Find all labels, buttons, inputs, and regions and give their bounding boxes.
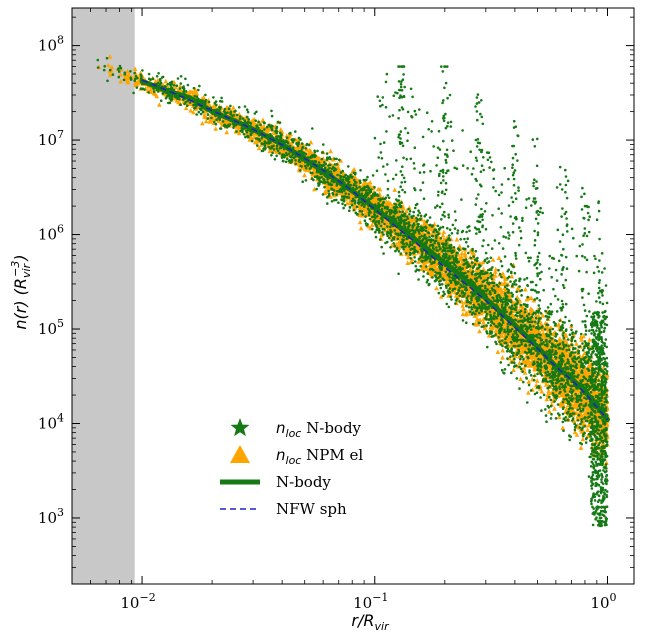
legend-entry: NFW sph bbox=[220, 500, 347, 518]
legend-label: nloc N-body bbox=[276, 419, 362, 440]
y-tick-label: 108 bbox=[38, 34, 64, 55]
series-lines-layer bbox=[139, 78, 610, 423]
y-tick-label: 104 bbox=[38, 411, 64, 432]
legend-triangle-marker bbox=[230, 445, 250, 463]
y-axis-label: n(r) (Rvir−3) bbox=[9, 254, 33, 329]
legend-entry: N-body bbox=[220, 473, 331, 491]
x-tick-label: 10−2 bbox=[120, 591, 155, 612]
y-tick-label: 107 bbox=[38, 128, 64, 149]
x-tick-label: 100 bbox=[590, 591, 616, 612]
shaded-region-layer bbox=[72, 8, 135, 584]
tick-labels-layer: 10−2 10−1 100 103 104 105 106 107 108 bbox=[38, 34, 617, 612]
y-tick-label: 106 bbox=[38, 223, 64, 244]
legend-star-marker bbox=[230, 418, 250, 437]
y-tick-label: 103 bbox=[38, 506, 64, 527]
x-tick-label: 10−1 bbox=[353, 591, 388, 612]
axes-layer bbox=[71, 7, 635, 585]
legend: nloc N-body nloc NPM el N-body NFW sph bbox=[220, 418, 363, 518]
scatter-npm-el bbox=[96, 54, 610, 468]
legend-label: nloc NPM el bbox=[276, 446, 363, 467]
x-axis-label: r/Rvir bbox=[351, 611, 390, 633]
series-line-nfw bbox=[141, 79, 609, 421]
shaded-region bbox=[72, 8, 135, 584]
y-tick-label: 105 bbox=[38, 317, 64, 338]
legend-label: N-body bbox=[276, 473, 331, 491]
legend-entry: nloc NPM el bbox=[230, 445, 363, 467]
scatter-npm-layer bbox=[96, 54, 610, 468]
legend-label: NFW sph bbox=[276, 500, 347, 518]
legend-entry: nloc N-body bbox=[230, 418, 362, 440]
plot-frame bbox=[71, 7, 635, 585]
